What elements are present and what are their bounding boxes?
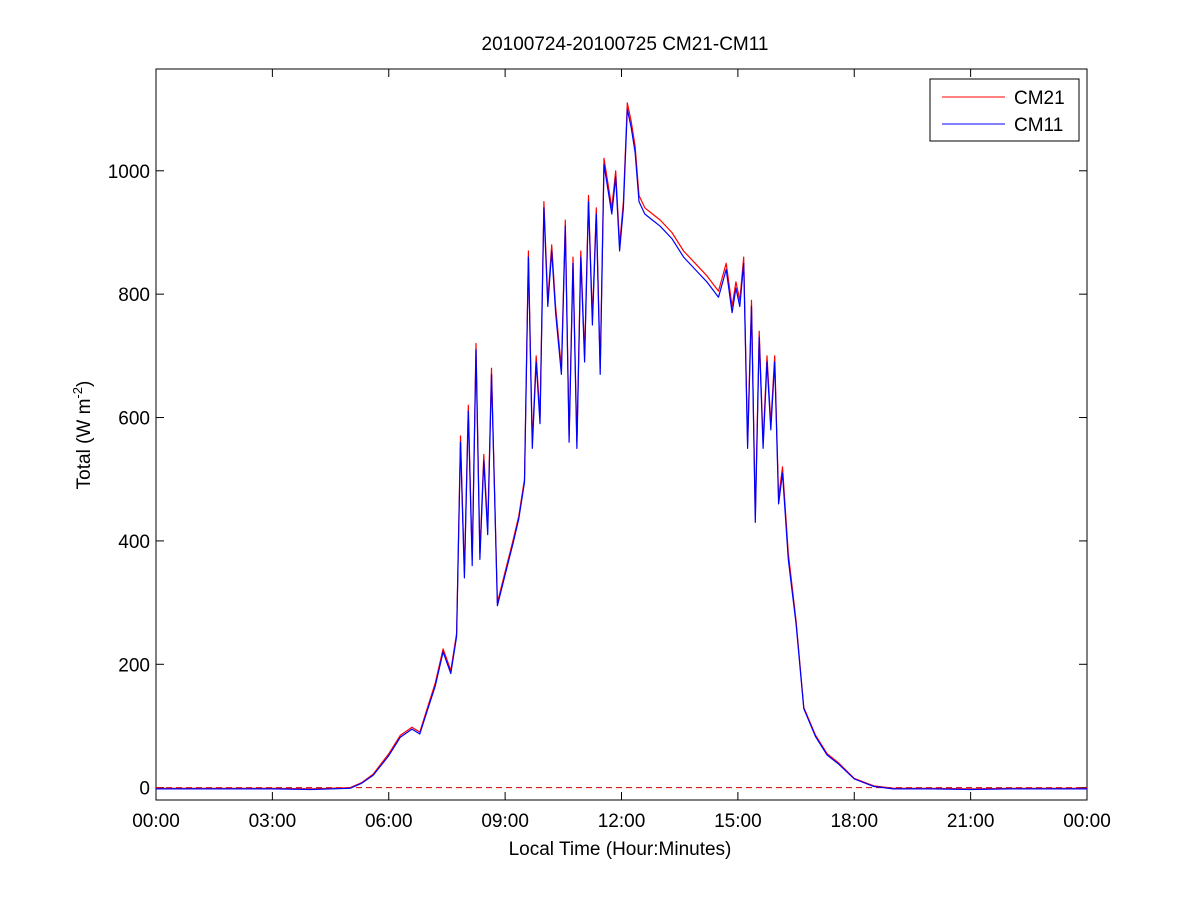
x-tick-label: 03:00	[249, 811, 297, 832]
y-tick-label: 1000	[108, 162, 150, 183]
series-line-cm11	[156, 108, 1087, 791]
x-axis-ticks: 00:00 03:00 06:00 09:00 12:00 15:00 18:00 21:00…	[132, 69, 1111, 832]
y-tick-label: 600	[118, 409, 150, 430]
legend-label-cm11: CM11	[1014, 115, 1063, 136]
series-layer	[156, 102, 1087, 791]
y-tick-label: 400	[118, 532, 150, 553]
y-axis-label-main: Total (W m	[74, 399, 95, 490]
y-axis-label: Total (W m-2)	[70, 381, 95, 490]
y-tick-label: 800	[118, 285, 150, 306]
x-tick-label: 00:00	[1063, 811, 1111, 832]
y-axis-label-exponent: -2	[70, 387, 85, 399]
x-axis-label: Local Time (Hour:Minutes)	[509, 839, 732, 860]
y-axis-ticks: 0 200 400 600 800 1000	[108, 162, 1087, 800]
chart-title: 20100724-20100725 CM21-CM11	[482, 34, 769, 55]
plot-area	[155, 68, 1088, 801]
x-tick-label: 12:00	[598, 811, 646, 832]
x-tick-label: 18:00	[830, 811, 878, 832]
y-axis-label-close: )	[74, 381, 95, 387]
legend: CM21 CM11	[929, 78, 1080, 142]
x-tick-label: 09:00	[481, 811, 529, 832]
y-tick-label: 0	[139, 779, 150, 800]
y-tick-label: 200	[118, 655, 150, 676]
x-tick-label: 15:00	[714, 811, 762, 832]
x-tick-label: 00:00	[132, 811, 180, 832]
legend-box	[929, 78, 1080, 142]
x-tick-label: 06:00	[365, 811, 413, 832]
legend-label-cm21: CM21	[1014, 88, 1065, 109]
x-tick-label: 21:00	[947, 811, 995, 832]
